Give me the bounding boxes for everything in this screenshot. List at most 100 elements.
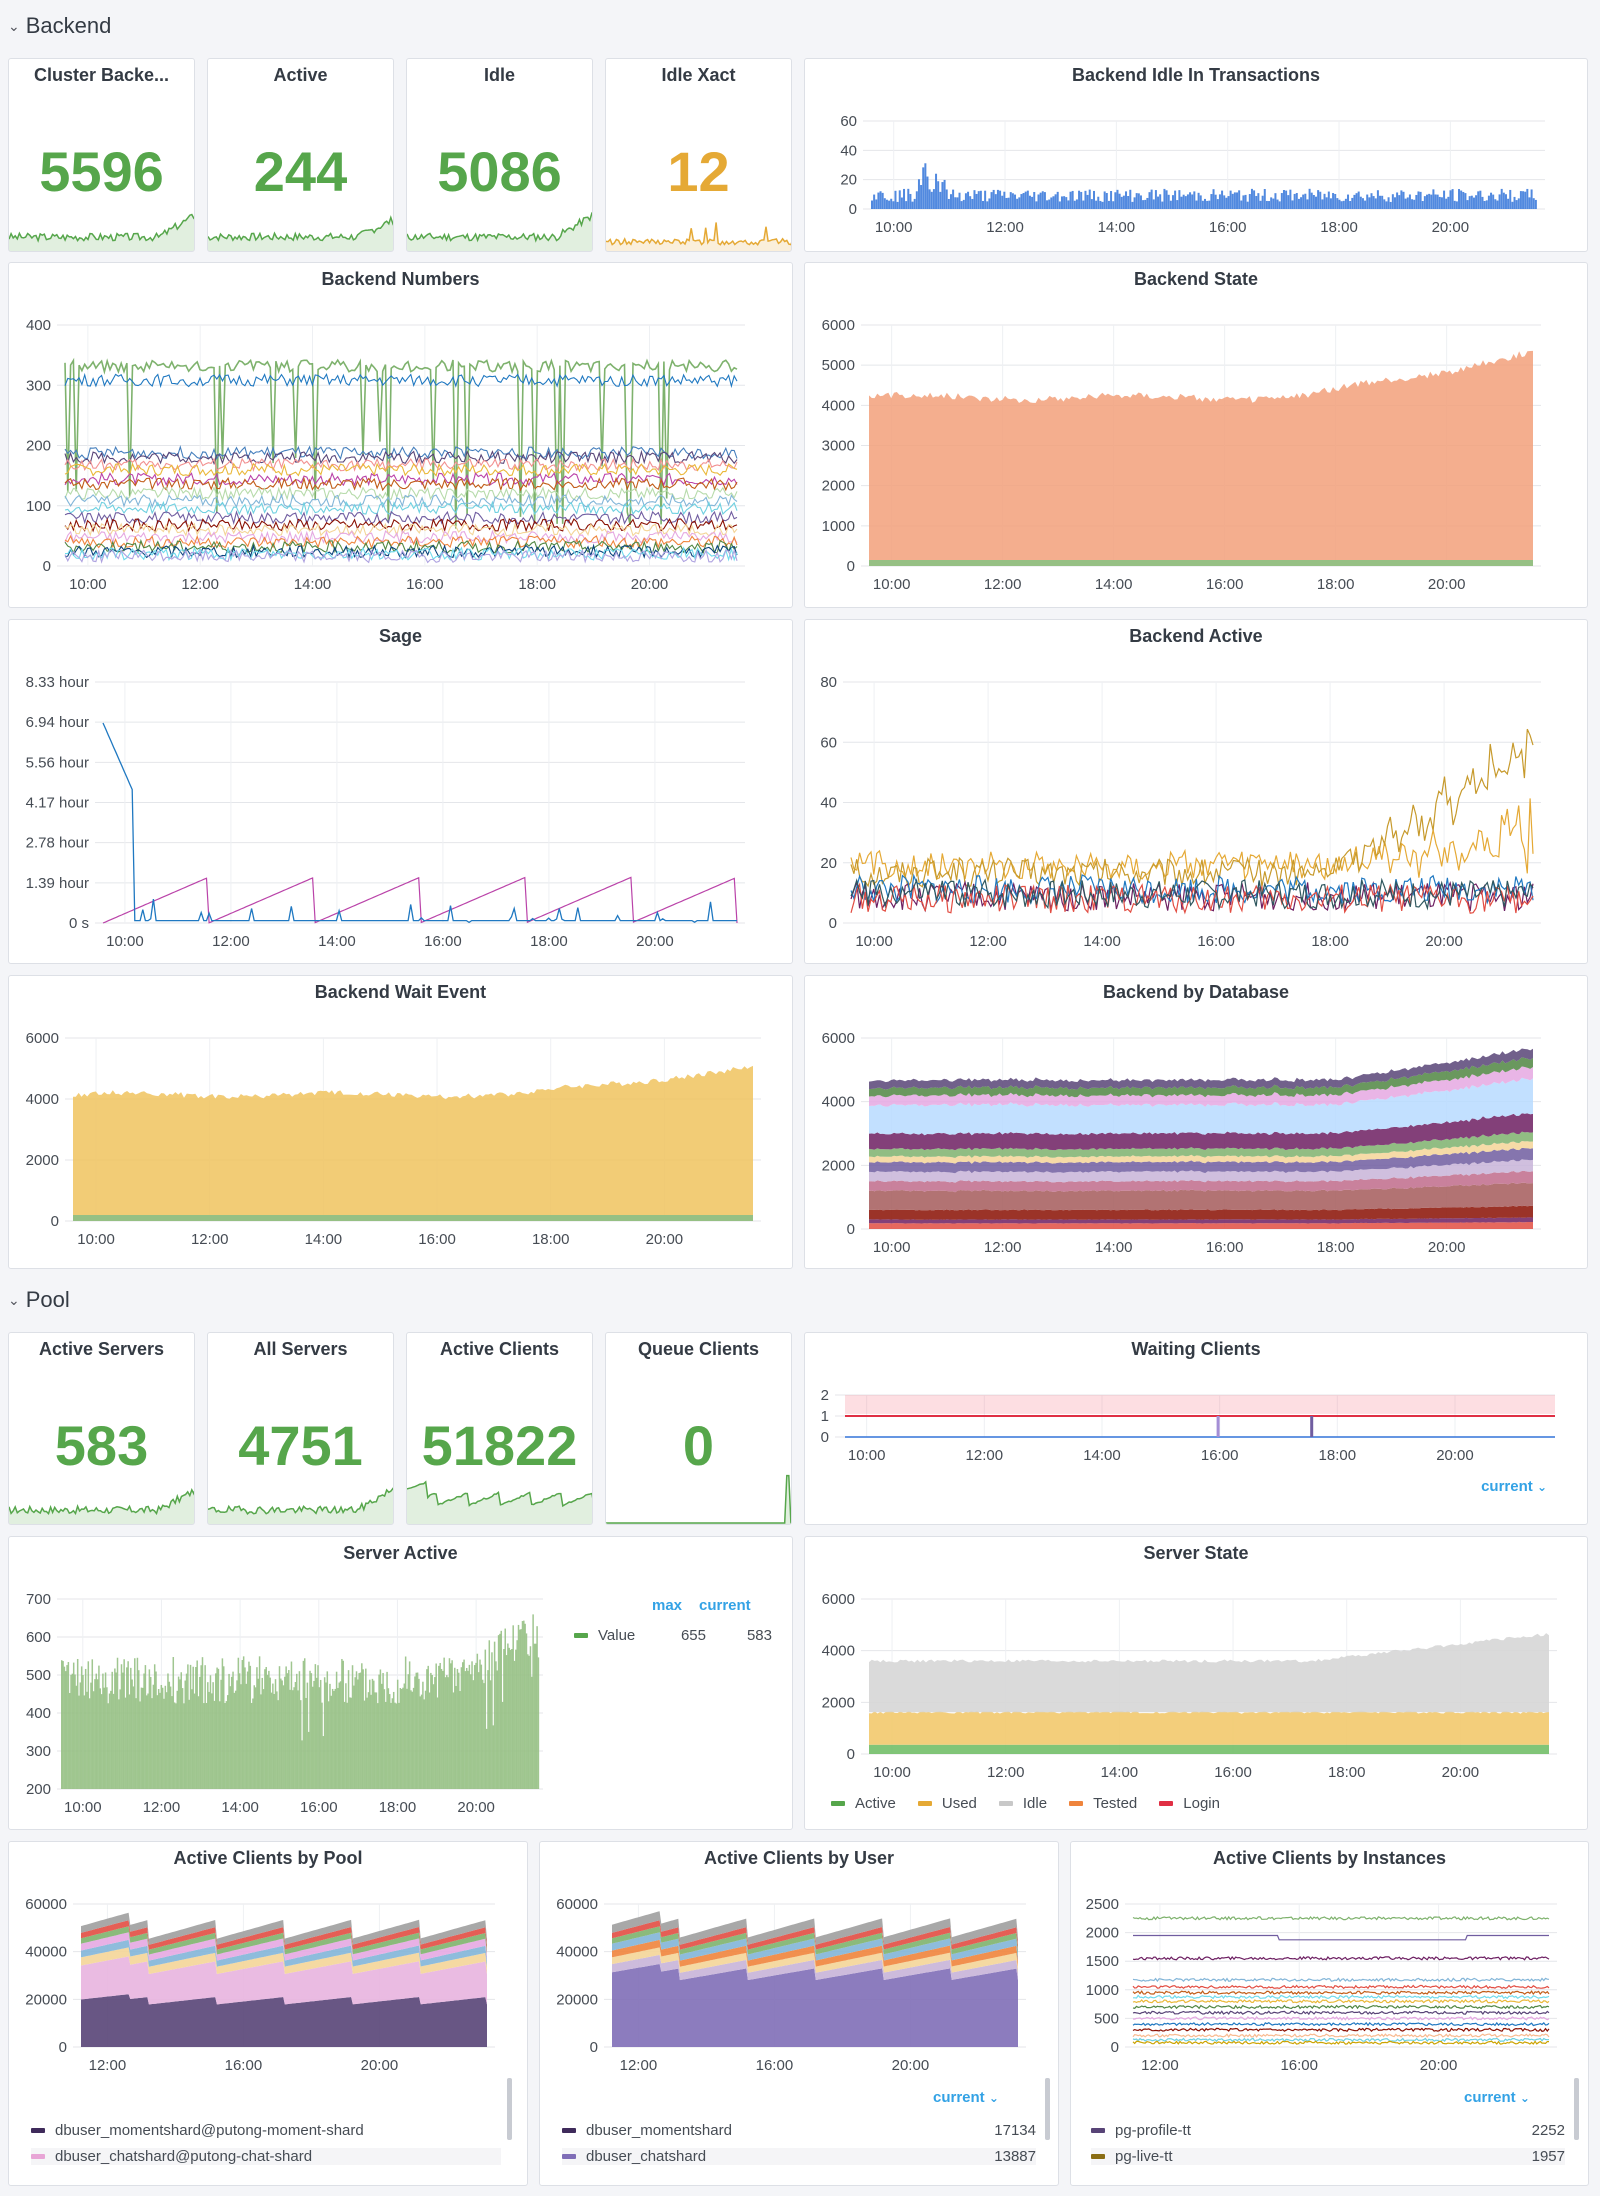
series-line (64, 449, 738, 466)
legend-item[interactable]: pg-live-tt 1957 (1091, 2148, 1565, 2165)
bar (941, 182, 944, 209)
panel-active-clients-by-instances[interactable]: Active Clients by Instances 2500 2000 1500… (1070, 1841, 1589, 2186)
panel-active-clients-by-pool[interactable]: Active Clients by Pool 60000 40000 20000 0 1… (8, 1841, 528, 2186)
y-tick-label: 4000 (822, 1094, 855, 1111)
stack-layer (612, 1947, 1018, 1973)
legend-scrollbar[interactable] (1574, 2078, 1579, 2140)
series-line (1132, 2027, 1550, 2033)
legend-item[interactable]: Value 655 583 (574, 1627, 784, 1644)
stat-panel-active-clients[interactable]: Active Clients 51822 (406, 1332, 593, 1525)
panel-waiting-clients[interactable]: Waiting Clients 2 1 0 10:00 12:00 14:00 16:00 1… (804, 1332, 1588, 1525)
legend-scrollbar[interactable] (1045, 2078, 1050, 2140)
panel-sage[interactable]: Sage 8.33 hour 6.94 hour 5.56 hour 4.17 hou… (8, 619, 793, 964)
panel-backend-wait-event[interactable]: Backend Wait Event 6000 4000 2000 0 10:00 12:… (8, 975, 793, 1269)
bar (387, 1688, 390, 1789)
x-tick-label: 16:00 (225, 2057, 263, 2074)
bar (285, 1666, 287, 1789)
bar (988, 198, 991, 209)
series-line (1132, 2015, 1550, 2021)
bar (532, 1614, 534, 1789)
bar (1157, 196, 1160, 209)
x-tick-label: 14:00 (1083, 933, 1121, 950)
legend-sort-current[interactable]: current ⌄ (933, 2089, 999, 2106)
bar (153, 1664, 156, 1789)
legend-item-used[interactable]: Used (917, 1795, 977, 1812)
bar (1050, 197, 1053, 209)
bar (225, 1701, 228, 1789)
bar (1178, 190, 1181, 209)
legend-item-login[interactable]: Login (1159, 1795, 1220, 1812)
bar (412, 1687, 415, 1789)
bar (443, 1657, 445, 1789)
legend-sort-current[interactable]: current ⌄ (1464, 2089, 1530, 2106)
bar (394, 1702, 396, 1789)
row-header-pool[interactable]: ⌄ Pool (8, 1280, 70, 1320)
bar (1355, 193, 1358, 209)
legend-item[interactable]: pg-profile-tt 2252 (1091, 2122, 1565, 2139)
bar (236, 1680, 238, 1789)
series-line (1132, 2004, 1550, 2010)
legend-sort-label: current (1464, 2089, 1516, 2106)
stat-panel-active[interactable]: Active 244 (207, 58, 394, 252)
bar (1306, 199, 1309, 209)
bar (969, 196, 972, 209)
panel-backend-active[interactable]: Backend Active 80 60 40 20 0 10:00 12:00 14:00 1… (804, 619, 1588, 964)
bar (1035, 201, 1038, 209)
bar (1400, 190, 1403, 209)
bar (1146, 197, 1149, 209)
legend-header-current[interactable]: current (699, 1597, 751, 1614)
sparkline (407, 1480, 592, 1524)
stat-panel-active-servers[interactable]: Active Servers 583 (8, 1332, 195, 1525)
legend-item[interactable]: dbuser_momentshard@putong-moment-shard (31, 2122, 501, 2139)
bar (269, 1677, 271, 1789)
legend-header-max[interactable]: max (652, 1597, 683, 1614)
y-tick-label: 3000 (822, 438, 855, 455)
legend-item[interactable]: dbuser_chatshard 13887 (562, 2148, 1036, 2165)
bar (392, 1691, 395, 1789)
panel-active-clients-by-user[interactable]: Active Clients by User 60000 40000 20000 0 1… (539, 1841, 1059, 2186)
panel-backend-state[interactable]: Backend State 6000 5000 4000 3000 2000 1000 0 1… (804, 262, 1588, 608)
stat-panel-idle[interactable]: Idle 5086 (406, 58, 593, 252)
bar (436, 1697, 439, 1789)
bar (1097, 196, 1100, 209)
bar (1479, 190, 1482, 209)
bar (907, 188, 910, 209)
legend-item-idle[interactable]: Idle (998, 1795, 1047, 1812)
panel-server-active[interactable]: Server Active 700 600 500 400 300 200 10:00 12:… (8, 1536, 793, 1830)
bar (920, 185, 923, 209)
bar (264, 1669, 266, 1789)
legend-item-active[interactable]: Active (831, 1795, 896, 1812)
bar (100, 1694, 103, 1789)
bar (1246, 201, 1249, 209)
legend-item-tested[interactable]: Tested (1069, 1795, 1137, 1812)
legend-scrollbar[interactable] (507, 2078, 512, 2140)
bar (1253, 190, 1256, 209)
panel-idle-in-transactions[interactable]: Backend Idle In Transactions 60 40 20 0 10:0… (804, 58, 1588, 252)
y-tick-label: 300 (26, 377, 51, 394)
y-tick-label: 100 (26, 498, 51, 515)
panel-server-state[interactable]: Server State 6000 4000 2000 0 10:00 12:00 14:0… (804, 1536, 1588, 1830)
chart-backend-by-database: 6000 4000 2000 0 10:00 12:00 14:00 16:00 18:00 20… (822, 1030, 1541, 1256)
bar (521, 1621, 524, 1789)
legend-item[interactable]: dbuser_chatshard@putong-chat-shard (31, 2148, 501, 2165)
legend-sort-current[interactable]: current ⌄ (1481, 1478, 1547, 1495)
stat-panel-queue-clients[interactable]: Queue Clients 0 (605, 1332, 792, 1525)
row-header-backend[interactable]: ⌄ Backend (8, 6, 111, 46)
bar (130, 1667, 132, 1789)
chart-backend-state: 6000 5000 4000 3000 2000 1000 0 10:00 12:00 14:00… (822, 317, 1541, 593)
panel-backend-by-database[interactable]: Backend by Database 6000 4000 2000 0 10:00 12… (804, 975, 1588, 1269)
legend-item[interactable]: dbuser_momentshard 17134 (562, 2122, 1036, 2139)
bar (95, 1673, 98, 1789)
bar (1133, 197, 1136, 209)
panel-backend-numbers[interactable]: Backend Numbers 400 300 200 100 0 10:00 12:00 1… (8, 262, 793, 608)
y-tick-label: 2000 (822, 1157, 855, 1174)
bar (524, 1623, 526, 1789)
stat-panel-idle-xact[interactable]: Idle Xact 12 (605, 58, 792, 252)
bar (1278, 201, 1281, 209)
bar (917, 179, 920, 209)
stat-panel-all-servers[interactable]: All Servers 4751 (207, 1332, 394, 1525)
stat-panel-cluster-backends[interactable]: Cluster Backe... 5596 (8, 58, 195, 252)
bar (160, 1684, 163, 1789)
bar (91, 1659, 94, 1789)
bar (527, 1654, 529, 1789)
